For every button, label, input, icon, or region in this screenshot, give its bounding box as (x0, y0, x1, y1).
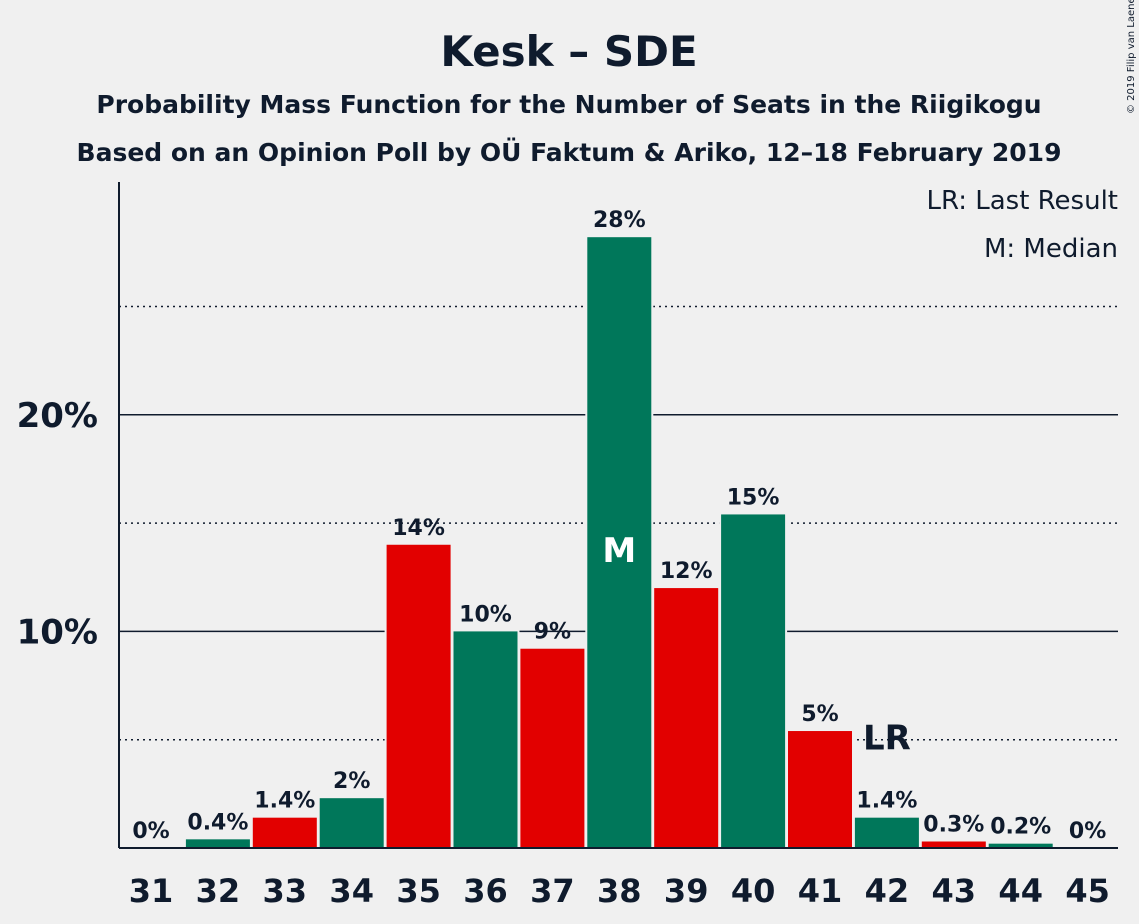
x-tick-label-44: 44 (998, 872, 1043, 910)
bar-40 (721, 514, 786, 848)
bar-value-label-33: 1.4% (254, 789, 315, 814)
bar-value-label-45: 0% (1069, 819, 1106, 844)
bar-labels: 0% 31 0.4% 32 1.4% 33 2% 34 14% 35 10% 36 9% 37 28% 38 M… (129, 208, 1110, 910)
bar-value-label-35: 14% (392, 516, 445, 541)
legend-median: M: Median (984, 234, 1118, 264)
bars (183, 236, 1055, 849)
x-tick-label-37: 37 (530, 872, 575, 910)
bar-37 (520, 648, 585, 848)
axes: 10% 20% (17, 182, 1118, 849)
x-tick-label-36: 36 (463, 872, 508, 910)
bar-34 (319, 798, 384, 848)
x-tick-label-41: 41 (798, 872, 843, 910)
x-tick-label-45: 45 (1065, 872, 1110, 910)
bar-value-label-41: 5% (801, 702, 838, 727)
bar-value-label-38: 28% (593, 208, 646, 233)
x-tick-label-31: 31 (129, 872, 174, 910)
bar-value-label-37: 9% (534, 620, 571, 645)
legend-last-result: LR: Last Result (926, 186, 1118, 216)
x-tick-label-32: 32 (196, 872, 241, 910)
bar-32 (185, 839, 250, 848)
copyright-text: © 2019 Filip van Laenen (1126, 0, 1137, 114)
x-tick-label-35: 35 (396, 872, 441, 910)
chart-subtitle-1: Probability Mass Function for the Number… (96, 90, 1041, 119)
bar-39 (654, 588, 719, 848)
bar-38 (587, 237, 652, 849)
chart-subtitle-2: Based on an Opinion Poll by OÜ Faktum & … (77, 137, 1062, 167)
x-tick-label-43: 43 (932, 872, 977, 910)
bar-42 (854, 817, 919, 848)
bar-value-label-44: 0.2% (990, 815, 1051, 840)
x-tick-label-39: 39 (664, 872, 709, 910)
bar-41 (788, 731, 852, 848)
bar-value-label-34: 2% (333, 769, 370, 794)
bar-value-label-36: 10% (459, 602, 512, 627)
y-tick-label-1: 20% (17, 396, 98, 436)
bar-33 (252, 817, 317, 848)
bar-value-label-39: 12% (660, 559, 713, 584)
bar-value-label-31: 0% (132, 819, 169, 844)
median-marker: M (602, 531, 636, 571)
bar-36 (453, 631, 518, 848)
last-result-marker: LR (863, 718, 911, 758)
bar-value-label-40: 15% (727, 485, 780, 510)
x-tick-label-38: 38 (597, 872, 642, 910)
x-tick-label-40: 40 (731, 872, 776, 910)
x-tick-label-33: 33 (263, 872, 308, 910)
bar-value-label-42: 1.4% (856, 789, 917, 814)
bar-44 (988, 843, 1053, 848)
bar-value-label-43: 0.3% (923, 813, 984, 838)
y-tick-label-0: 10% (17, 612, 98, 652)
bar-value-label-32: 0.4% (187, 810, 248, 835)
x-tick-label-42: 42 (865, 872, 910, 910)
x-tick-label-34: 34 (329, 872, 374, 910)
bar-43 (921, 841, 986, 848)
bar-35 (386, 544, 451, 848)
chart-title: Kesk – SDE (440, 27, 697, 76)
